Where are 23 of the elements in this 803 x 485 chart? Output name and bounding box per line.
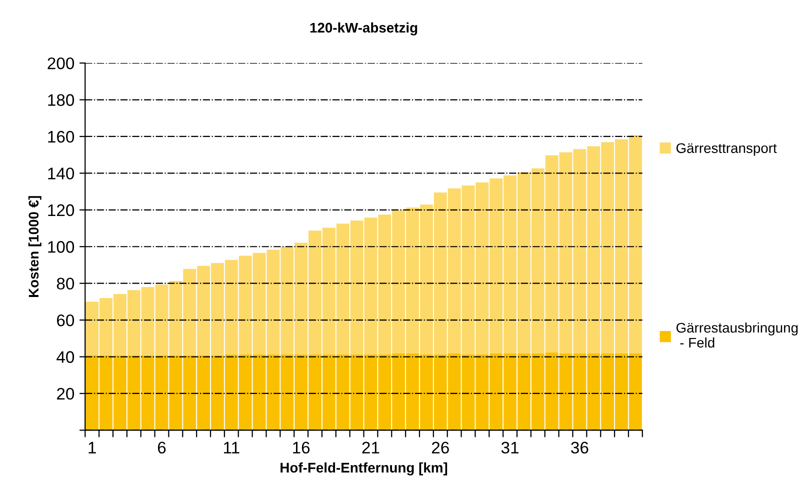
y-tick-label: 80: [56, 278, 74, 290]
x-tick-label: 6: [158, 442, 166, 454]
x-tick-label: 21: [362, 442, 380, 454]
y-tick-label: 60: [57, 314, 74, 326]
y-tick-label: 200: [48, 57, 74, 70]
x-axis-title: Hof-Feld-Entfernung [km]: [280, 462, 448, 476]
x-tick-label: 36: [571, 442, 588, 454]
y-tick-label: 140: [48, 168, 74, 180]
x-tick-label: 16: [293, 442, 310, 454]
y-tick-label: 100: [48, 241, 74, 253]
y-tick-label: 40: [56, 351, 74, 363]
y-tick-label: 20: [57, 388, 74, 400]
chart-title: 120-kW-absetzig: [310, 22, 418, 36]
legend-label: Gärresttransport: [676, 143, 777, 156]
legend-label: Gärrestausbringung - Feld: [676, 322, 798, 348]
x-tick-label: 11: [224, 442, 240, 454]
y-tick-label: 160: [48, 130, 74, 143]
x-tick-label: 1: [88, 442, 96, 454]
x-tick-label: 26: [432, 442, 449, 454]
y-tick-label: 120: [48, 204, 74, 216]
x-tick-label: 31: [501, 442, 518, 454]
y-axis-title: Kosten [1000 €]: [28, 196, 42, 298]
y-tick-label: 180: [48, 94, 74, 106]
